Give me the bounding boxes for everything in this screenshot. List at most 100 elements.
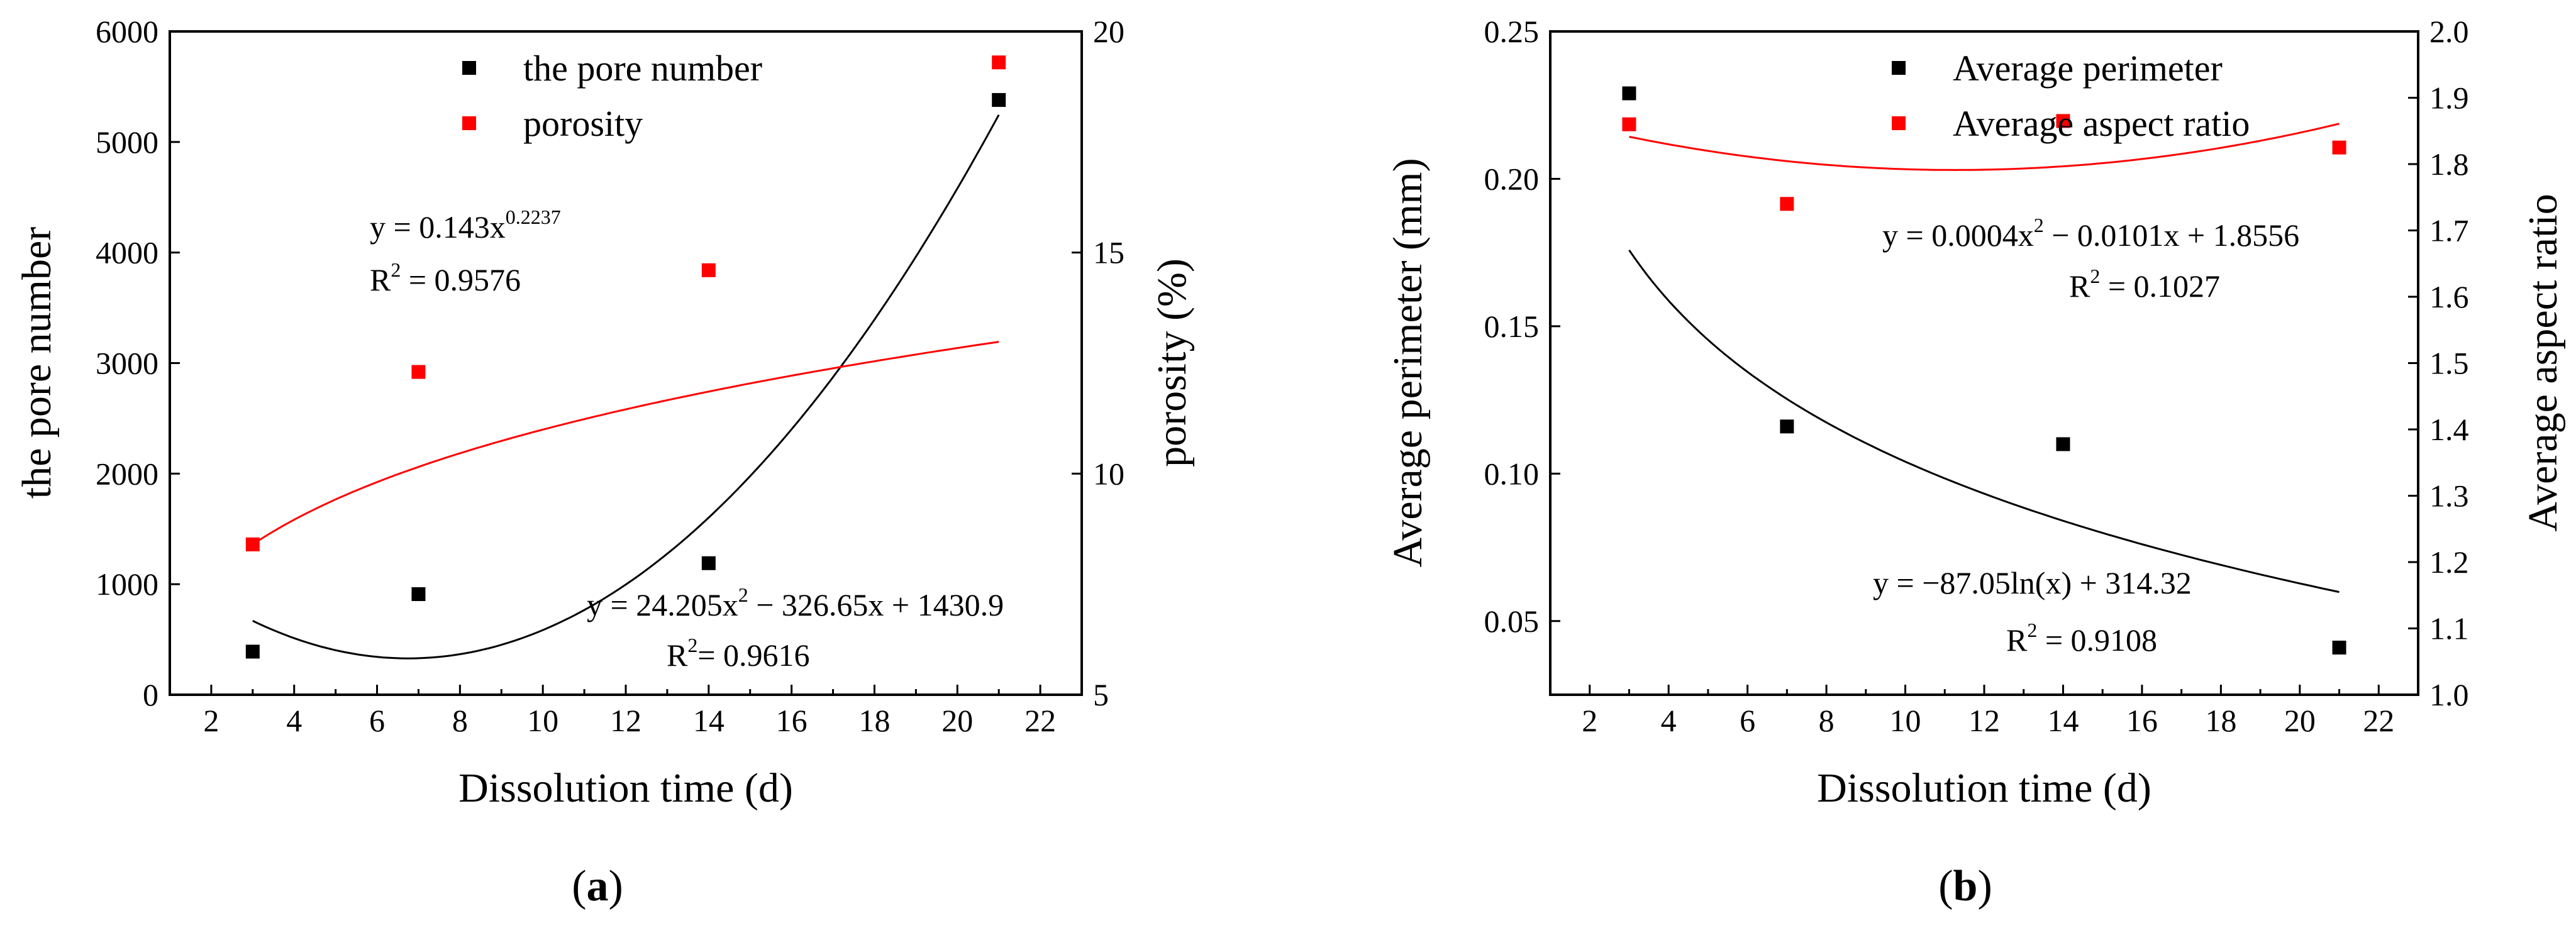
right-y-axis-title: porosity (%): [1149, 258, 1195, 467]
perimeter-fit-equation: y = −87.05ln(x) + 314.32: [1873, 565, 2192, 600]
y-right-tick-label: 10: [1093, 456, 1124, 491]
x-axis-title: Dissolution time (d): [458, 765, 793, 811]
data-point: [701, 556, 716, 570]
y-right-tick-label: 20: [1093, 14, 1124, 49]
x-tick-label: 8: [452, 703, 468, 738]
x-tick-label: 2: [1582, 703, 1597, 738]
y-right-tick-label: 1.9: [2429, 80, 2469, 116]
data-point: [992, 55, 1006, 70]
legend-marker-porosity: [462, 116, 476, 130]
data-point: [2332, 140, 2346, 155]
left-y-axis-ticks: 0 1000 2000 3000 4000 5000 6000: [96, 14, 180, 712]
legend-label-pore-number: the pore number: [523, 48, 762, 89]
data-point: [245, 537, 260, 551]
right-y-axis-ticks: 5 10 15 20: [1072, 14, 1124, 712]
x-tick-label: 18: [2205, 703, 2236, 738]
y-right-tick-label: 1.4: [2429, 412, 2469, 447]
x-tick-label: 12: [610, 703, 641, 738]
pore-number-fit-r2: R2= 0.9616: [667, 634, 810, 673]
y-left-tick-label: 2000: [96, 456, 158, 491]
left-y-axis-title: Average perimeter (mm): [1385, 158, 1431, 567]
y-right-tick-label: 5: [1093, 677, 1109, 712]
y-left-tick-label: 0: [143, 677, 158, 712]
panel-label-a: (a): [572, 862, 623, 910]
x-tick-label: 20: [2284, 703, 2316, 738]
y-left-tick-label: 3000: [96, 346, 158, 381]
left-y-axis-title: the pore number: [14, 227, 60, 499]
data-point: [1622, 117, 1636, 131]
data-point: [1780, 197, 1794, 211]
x-axis-ticks: 2 4 6 8 10 12 14 16 18 20 22: [169, 685, 1083, 738]
y-right-tick-label: 15: [1093, 235, 1124, 270]
x-axis-title: Dissolution time (d): [1817, 765, 2151, 811]
y-right-tick-label: 1.5: [2429, 346, 2469, 381]
x-tick-label: 4: [1661, 703, 1677, 738]
legend-marker-pore-number: [462, 61, 476, 75]
aspect-ratio-fit-r2: R2 = 0.1027: [2069, 265, 2220, 304]
x-tick-label: 4: [286, 703, 302, 738]
y-left-tick-label: 0.15: [1484, 309, 1540, 344]
x-tick-label: 22: [2363, 703, 2394, 738]
x-tick-label: 16: [2126, 703, 2158, 738]
y-left-tick-label: 5000: [96, 124, 158, 160]
x-tick-label: 14: [2047, 703, 2079, 738]
legend-marker-average-perimeter: [1892, 61, 1906, 75]
porosity-fit-r2: R2 = 0.9576: [370, 258, 521, 297]
fit-curve-the-pore-number: [252, 114, 1000, 660]
y-left-tick-label: 0.05: [1484, 604, 1540, 639]
x-tick-label: 6: [1740, 703, 1755, 738]
data-point: [411, 587, 426, 601]
data-point: [1780, 419, 1794, 434]
y-right-tick-label: 1.2: [2429, 544, 2469, 580]
x-tick-label: 22: [1024, 703, 1056, 738]
x-tick-label: 10: [527, 703, 558, 738]
data-point: [2056, 437, 2070, 451]
legend-marker-average-aspect-ratio: [1892, 116, 1906, 130]
data-point: [1622, 86, 1636, 101]
x-tick-label: 20: [941, 703, 973, 738]
chart-panel-a: 2 4 6 8 10 12 14 16 18 20 22 0 1000 2000 3000 4000 5000…: [14, 14, 1195, 910]
fit-curves: [252, 114, 1000, 660]
x-tick-label: 6: [369, 703, 385, 738]
fit-curve-average-perimeter: [1628, 249, 2340, 594]
x-tick-label: 10: [1890, 703, 1921, 738]
y-left-tick-label: 6000: [96, 14, 158, 49]
left-y-axis-ticks: 0.05 0.10 0.15 0.20 0.25: [1484, 14, 1560, 639]
data-point: [411, 365, 426, 379]
x-tick-label: 2: [203, 703, 219, 738]
y-right-tick-label: 1.0: [2429, 677, 2469, 712]
y-left-tick-label: 1000: [96, 566, 158, 602]
right-y-axis-title: Average aspect ratio: [2520, 194, 2566, 531]
data-point: [701, 263, 716, 277]
fit-curve-average-aspect-ratio: [1629, 123, 2340, 171]
y-left-tick-label: 0.25: [1484, 14, 1540, 49]
x-tick-label: 18: [858, 703, 890, 738]
chart-panel-b: 2 4 6 8 10 12 14 16 18 20 22 0.050.100.150.200.25 …: [1385, 14, 2566, 910]
fit-curves: [1628, 123, 2340, 594]
y-right-tick-label: 2.0: [2429, 14, 2469, 49]
legend-label-average-aspect-ratio: Average aspect ratio: [1953, 103, 2250, 144]
x-tick-label: 12: [1968, 703, 2000, 738]
y-left-tick-label: 4000: [96, 235, 158, 270]
data-point: [245, 644, 260, 659]
porosity-fit-equation: y = 0.143x0.2237: [370, 206, 561, 245]
y-right-tick-label: 1.3: [2429, 478, 2469, 514]
data-point: [992, 93, 1006, 108]
x-tick-label: 16: [776, 703, 808, 738]
perimeter-fit-r2: R2 = 0.9108: [2006, 619, 2157, 658]
panel-label-b: (b): [1938, 862, 1992, 910]
x-axis-ticks: 2 4 6 8 10 12 14 16 18 20 22: [1549, 685, 2419, 738]
data-points: [245, 55, 1006, 659]
data-point: [2332, 640, 2346, 655]
y-right-tick-label: 1.1: [2429, 611, 2469, 646]
aspect-ratio-fit-equation: y = 0.0004x2 − 0.0101x + 1.8556: [1882, 214, 2299, 253]
x-tick-label: 14: [693, 703, 724, 738]
y-right-tick-label: 1.6: [2429, 279, 2469, 314]
x-tick-label: 8: [1819, 703, 1835, 738]
pore-number-fit-equation: y = 24.205x2 − 326.65x + 1430.9: [587, 583, 1004, 622]
y-left-tick-label: 0.10: [1484, 456, 1540, 491]
y-right-tick-label: 1.7: [2429, 213, 2469, 248]
legend-label-porosity: porosity: [523, 103, 643, 144]
legend-label-average-perimeter: Average perimeter: [1953, 48, 2223, 89]
data-points: [1622, 86, 2346, 655]
